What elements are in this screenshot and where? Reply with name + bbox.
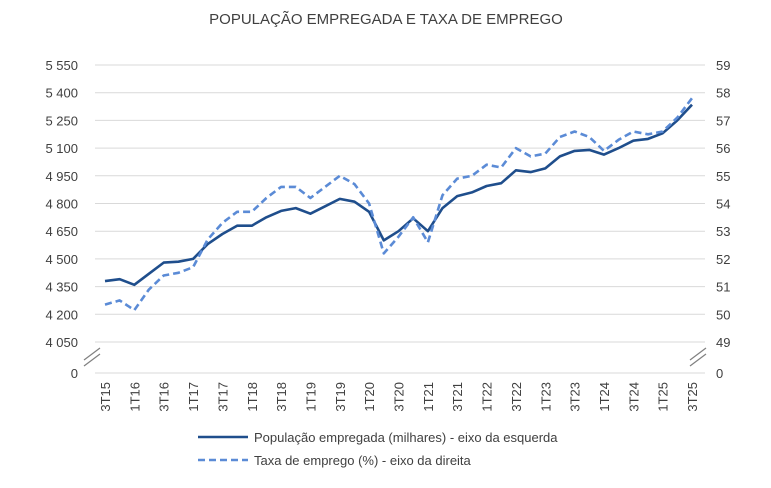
right-tick-label: 52: [716, 252, 730, 267]
left-tick-label: 5 250: [45, 113, 78, 128]
axis-break-mark: [83, 347, 101, 361]
x-tick-label: 1T21: [421, 382, 436, 412]
right-tick-label: 49: [716, 335, 730, 350]
x-tick-label: 1T20: [362, 382, 377, 412]
x-tick-label: 3T21: [450, 382, 465, 412]
left-tick-label: 5 100: [45, 141, 78, 156]
right-tick-label: 58: [716, 86, 730, 101]
x-tick-label: 3T15: [98, 382, 113, 412]
axis-break-mark: [689, 353, 707, 367]
right-zero-label: 0: [716, 366, 723, 381]
right-tick-label: 55: [716, 169, 730, 184]
axis-break-mark: [689, 347, 707, 361]
x-tick-label: 3T22: [509, 382, 524, 412]
x-tick-label: 3T25: [685, 382, 700, 412]
left-zero-label: 0: [71, 366, 78, 381]
x-tick-label: 3T18: [274, 382, 289, 412]
x-tick-label: 1T18: [245, 382, 260, 412]
x-tick-label: 1T22: [480, 382, 495, 412]
left-tick-label: 4 050: [45, 335, 78, 350]
left-tick-label: 5 400: [45, 86, 78, 101]
right-tick-label: 50: [716, 307, 730, 322]
left-tick-label: 4 650: [45, 224, 78, 239]
right-tick-label: 59: [716, 58, 730, 73]
right-tick-label: 51: [716, 280, 730, 295]
x-tick-label: 1T17: [186, 382, 201, 412]
x-tick-label: 1T16: [127, 382, 142, 412]
chart-title: POPULAÇÃO EMPREGADA E TAXA DE EMPREGO: [209, 11, 563, 28]
axis-break-mark: [83, 353, 101, 367]
left-tick-label: 4 200: [45, 307, 78, 322]
x-tick-label: 3T17: [215, 382, 230, 412]
legend-label: População empregada (milhares) - eixo da…: [254, 430, 558, 445]
x-tick-label: 3T24: [626, 382, 641, 412]
x-tick-label: 3T16: [157, 382, 172, 412]
x-tick-label: 1T25: [656, 382, 671, 412]
series-line-employed-population: [104, 103, 693, 287]
left-tick-label: 4 500: [45, 252, 78, 267]
left-tick-label: 4 800: [45, 197, 78, 212]
right-tick-label: 53: [716, 224, 730, 239]
right-tick-label: 54: [716, 197, 730, 212]
x-tick-label: 1T24: [597, 382, 612, 412]
legend-label: Taxa de emprego (%) - eixo da direita: [254, 453, 472, 468]
left-tick-label: 4 950: [45, 169, 78, 184]
x-tick-label: 1T19: [303, 382, 318, 412]
series-line-employment-rate: [104, 97, 694, 312]
left-tick-label: 5 550: [45, 58, 78, 73]
x-tick-label: 3T19: [333, 382, 348, 412]
left-tick-label: 4 350: [45, 280, 78, 295]
right-tick-label: 57: [716, 113, 730, 128]
x-tick-label: 3T20: [392, 382, 407, 412]
x-tick-label: 3T23: [568, 382, 583, 412]
right-tick-label: 56: [716, 141, 730, 156]
x-tick-label: 1T23: [538, 382, 553, 412]
